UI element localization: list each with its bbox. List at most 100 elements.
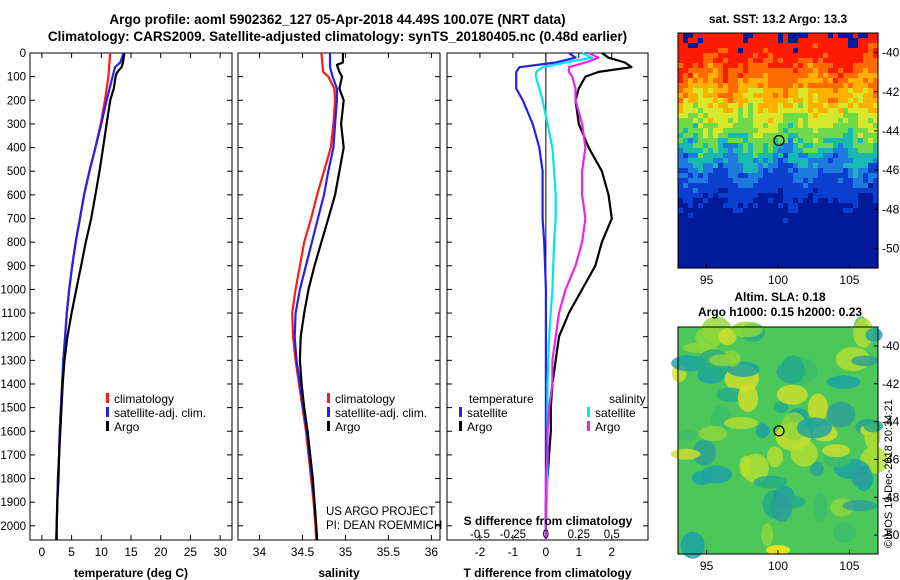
sst-cell (783, 133, 789, 139)
sst-cell (748, 38, 754, 44)
sst-cell (813, 153, 819, 159)
sst-cell (853, 258, 859, 264)
sst-cell (853, 153, 859, 159)
sst-cell (853, 163, 859, 169)
sst-cell (698, 178, 704, 184)
sst-cell (758, 63, 764, 69)
sst-cell (753, 73, 759, 79)
sst-cell (838, 158, 844, 164)
sst-cell (808, 53, 814, 59)
map-y-tick-label-sla-map: -44 (882, 415, 900, 429)
sst-cell (748, 178, 754, 184)
map-y-tick-label-sst-map: -46 (882, 163, 900, 177)
sst-cell (788, 38, 794, 44)
sst-cell (873, 213, 879, 219)
sst-cell (828, 173, 834, 179)
sst-cell (848, 68, 854, 74)
sla-blob (761, 523, 774, 547)
sst-cell (853, 253, 859, 259)
sst-cell (828, 238, 834, 244)
sst-cell (703, 108, 709, 114)
sst-cell (773, 78, 779, 84)
sst-cell (768, 78, 774, 84)
sst-cell (743, 123, 749, 129)
sst-cell (698, 153, 704, 159)
sst-cell (723, 213, 729, 219)
sst-cell (843, 143, 849, 149)
x-tick-label-temperature: 20 (154, 545, 168, 559)
sst-cell (863, 253, 869, 259)
sst-cell (838, 258, 844, 264)
sst-cell (723, 153, 729, 159)
sst-cell (708, 263, 714, 269)
sst-cell (788, 143, 794, 149)
sst-cell (773, 208, 779, 214)
sst-cell (778, 168, 784, 174)
sst-cell (818, 168, 824, 174)
sst-cell (703, 238, 709, 244)
sst-cell (873, 208, 879, 214)
sst-cell (858, 43, 864, 49)
sst-cell (768, 193, 774, 199)
sst-cell (773, 238, 779, 244)
sst-cell (848, 43, 854, 49)
sst-cell (788, 123, 794, 129)
sst-cell (833, 93, 839, 99)
sst-cell (828, 168, 834, 174)
sst-cell (708, 238, 714, 244)
sst-cell (803, 238, 809, 244)
sst-cell (833, 238, 839, 244)
sst-cell (723, 238, 729, 244)
sst-cell (778, 263, 784, 269)
sst-cell (798, 208, 804, 214)
sst-cell (678, 203, 684, 209)
y-tick-label: 1800 (0, 474, 26, 486)
sst-cell (718, 83, 724, 89)
sst-cell (728, 88, 734, 94)
sst-cell (803, 93, 809, 99)
sst-cell (708, 203, 714, 209)
sst-cell (803, 103, 809, 109)
sst-cell (863, 98, 869, 104)
sst-cell (843, 93, 849, 99)
y-tick-label: 1700 (0, 450, 26, 462)
sst-cell (853, 123, 859, 129)
sst-cell (683, 198, 689, 204)
sst-cell (853, 33, 859, 39)
sst-cell (858, 243, 864, 249)
sst-cell (683, 113, 689, 119)
sst-cell (843, 48, 849, 54)
sst-cell (823, 48, 829, 54)
series-line-argo (298, 53, 345, 541)
sst-cell (738, 263, 744, 269)
sst-cell (808, 178, 814, 184)
sst-cell (863, 203, 869, 209)
sst-cell (713, 223, 719, 229)
sst-cell (853, 178, 859, 184)
sst-cell (778, 118, 784, 124)
sst-cell (718, 43, 724, 49)
sst-cell (753, 163, 759, 169)
sst-cell (728, 263, 734, 269)
sst-cell (788, 68, 794, 74)
sst-cell (843, 88, 849, 94)
sst-cell (688, 88, 694, 94)
sst-cell (848, 83, 854, 89)
sst-cell (818, 123, 824, 129)
sst-cell (798, 58, 804, 64)
sst-cell (873, 168, 879, 174)
sla-blob (863, 419, 884, 433)
sst-cell (818, 263, 824, 269)
sst-cell (843, 163, 849, 169)
sst-cell (863, 38, 869, 44)
sst-cell (773, 128, 779, 134)
sst-cell (683, 43, 689, 49)
sst-cell (838, 163, 844, 169)
sst-cell (723, 218, 729, 224)
sst-cell (858, 153, 864, 159)
sst-cell (683, 238, 689, 244)
sst-cell (868, 83, 874, 89)
sst-cell (773, 53, 779, 59)
sst-cell (843, 83, 849, 89)
sst-cell (703, 163, 709, 169)
